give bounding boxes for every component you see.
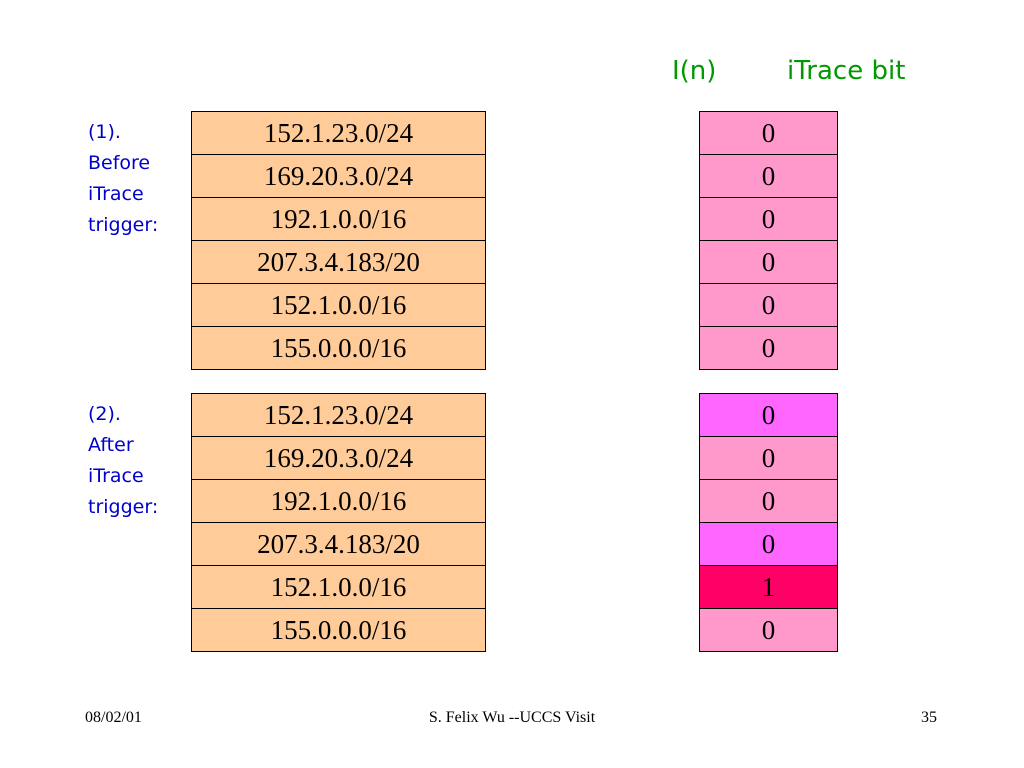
prefix-cell: 152.1.0.0/16 <box>191 283 486 327</box>
section-label: iTrace <box>88 183 144 205</box>
prefix-cell: 169.20.3.0/24 <box>191 154 486 198</box>
bit-cell: 0 <box>699 154 838 198</box>
prefix-cell: 192.1.0.0/16 <box>191 479 486 523</box>
section-label: (2). <box>88 403 121 425</box>
bit-cell: 0 <box>699 326 838 370</box>
prefix-cell: 169.20.3.0/24 <box>191 436 486 480</box>
section-label: iTrace <box>88 465 144 487</box>
bit-cell: 0 <box>699 479 838 523</box>
section-label: trigger: <box>88 496 159 518</box>
prefix-cell: 152.1.23.0/24 <box>191 111 486 155</box>
column-header: I(n) <box>672 56 717 86</box>
footer-date: 08/02/01 <box>85 709 142 726</box>
bit-cell: 0 <box>699 522 838 566</box>
bit-cell: 0 <box>699 111 838 155</box>
prefix-cell: 155.0.0.0/16 <box>191 326 486 370</box>
section-label: trigger: <box>88 214 159 236</box>
section-label: After <box>88 434 134 456</box>
bit-cell: 0 <box>699 240 838 284</box>
bit-cell: 1 <box>699 565 838 609</box>
section-label: (1). <box>88 121 121 143</box>
prefix-cell: 152.1.23.0/24 <box>191 393 486 437</box>
bit-cell: 0 <box>699 197 838 241</box>
prefix-cell: 192.1.0.0/16 <box>191 197 486 241</box>
page-number: 35 <box>921 709 937 726</box>
prefix-cell: 155.0.0.0/16 <box>191 608 486 652</box>
footer-title: S. Felix Wu --UCCS Visit <box>428 709 596 726</box>
bit-cell: 0 <box>699 436 838 480</box>
column-header: iTrace bit <box>787 56 906 86</box>
section-label: Before <box>88 152 151 174</box>
prefix-cell: 152.1.0.0/16 <box>191 565 486 609</box>
bit-cell: 0 <box>699 608 838 652</box>
bit-cell: 0 <box>699 393 838 437</box>
prefix-cell: 207.3.4.183/20 <box>191 522 486 566</box>
bit-cell: 0 <box>699 283 838 327</box>
prefix-cell: 207.3.4.183/20 <box>191 240 486 284</box>
